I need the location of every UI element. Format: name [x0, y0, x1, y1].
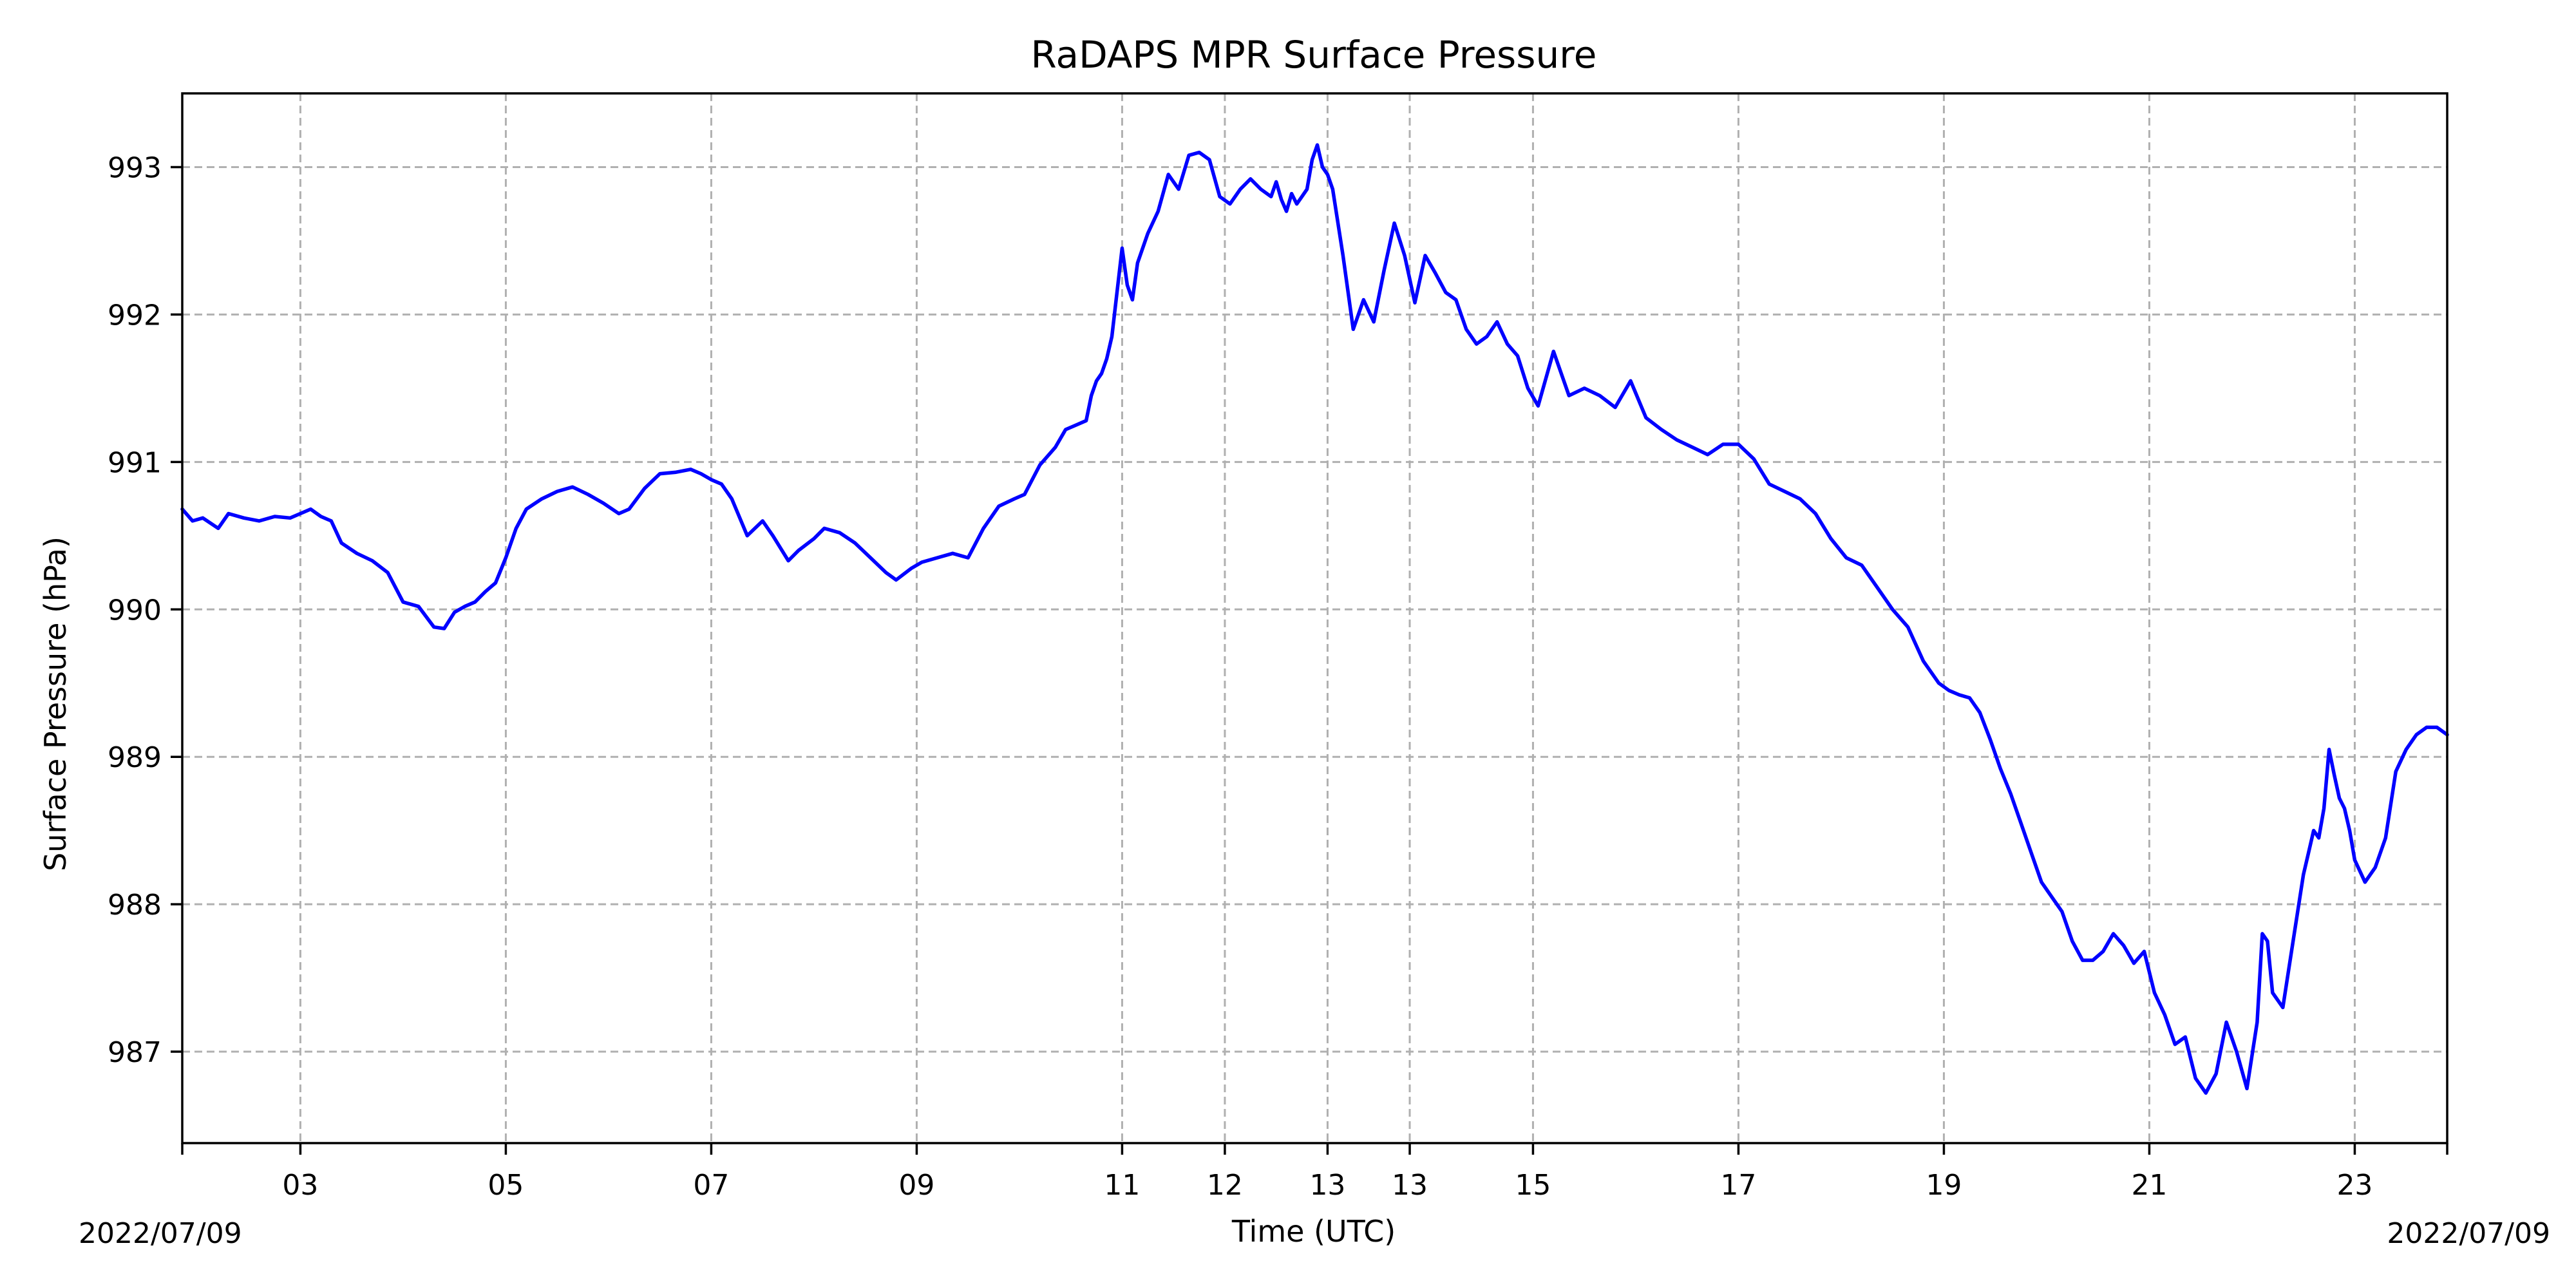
y-tick-label: 988	[108, 889, 162, 922]
series-layer	[180, 143, 2449, 1095]
x-tick-label: 23	[2336, 1169, 2372, 1202]
y-tick-label: 992	[108, 299, 162, 332]
x-tick-label: 13	[1309, 1169, 1345, 1202]
x-tick-label: 12	[1207, 1169, 1243, 1202]
x-tick-label: 03	[282, 1169, 318, 1202]
plot-frame	[181, 92, 2448, 1144]
x-tick-label: 17	[1720, 1169, 1756, 1202]
y-tick-label: 987	[108, 1036, 162, 1069]
y-tick-label: 991	[108, 446, 162, 479]
x-tick-label: 15	[1515, 1169, 1551, 1202]
tick-layer: 03 05 07 09 11 12 13 13 15 17 19 21 23 987 988 989 990 99…	[108, 151, 2448, 1202]
x-axis-label: Time (UTC)	[1231, 1214, 1396, 1249]
y-axis-label: Surface Pressure (hPa)	[38, 536, 73, 871]
x-axis-end-date: 2022/07/09	[2387, 1217, 2550, 1250]
chart-title: RaDAPS MPR Surface Pressure	[1031, 33, 1597, 77]
x-tick-label: 13	[1392, 1169, 1428, 1202]
x-tick-label: 19	[1926, 1169, 1962, 1202]
pressure-series-line	[180, 143, 2449, 1095]
grid-layer	[182, 93, 2447, 1143]
x-tick-label: 05	[488, 1169, 524, 1202]
x-tick-label: 11	[1104, 1169, 1140, 1202]
x-tick-label: 07	[693, 1169, 729, 1202]
y-tick-label: 990	[108, 594, 162, 627]
x-axis-start-date: 2022/07/09	[79, 1217, 242, 1250]
x-tick-label: 21	[2131, 1169, 2167, 1202]
y-tick-label: 993	[108, 151, 162, 184]
y-tick-label: 989	[108, 741, 162, 774]
x-tick-label: 09	[898, 1169, 934, 1202]
